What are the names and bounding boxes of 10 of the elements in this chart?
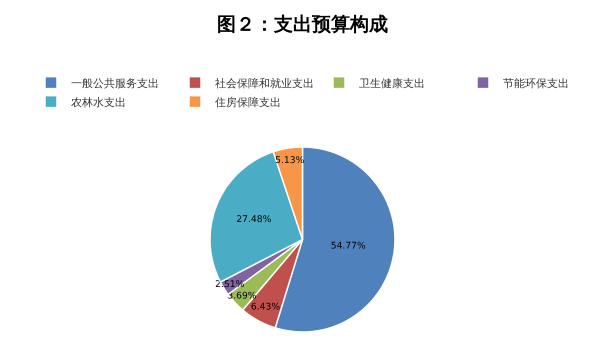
chart-title: 图２：支出预算构成 xyxy=(217,13,388,36)
legend-label: 农林水支出 xyxy=(71,96,126,109)
legend-label: 一般公共服务支出 xyxy=(71,76,159,90)
legend-label: 住房保障支出 xyxy=(215,96,281,109)
legend-label: 节能环保支出 xyxy=(503,76,569,90)
legend-label: 社会保障和就业支出 xyxy=(215,76,314,90)
legend-label: 卫生健康支出 xyxy=(359,76,425,90)
data-label: 27.48% xyxy=(236,214,272,226)
data-label: 6.43% xyxy=(250,301,280,312)
data-label: 54.77% xyxy=(330,240,366,252)
